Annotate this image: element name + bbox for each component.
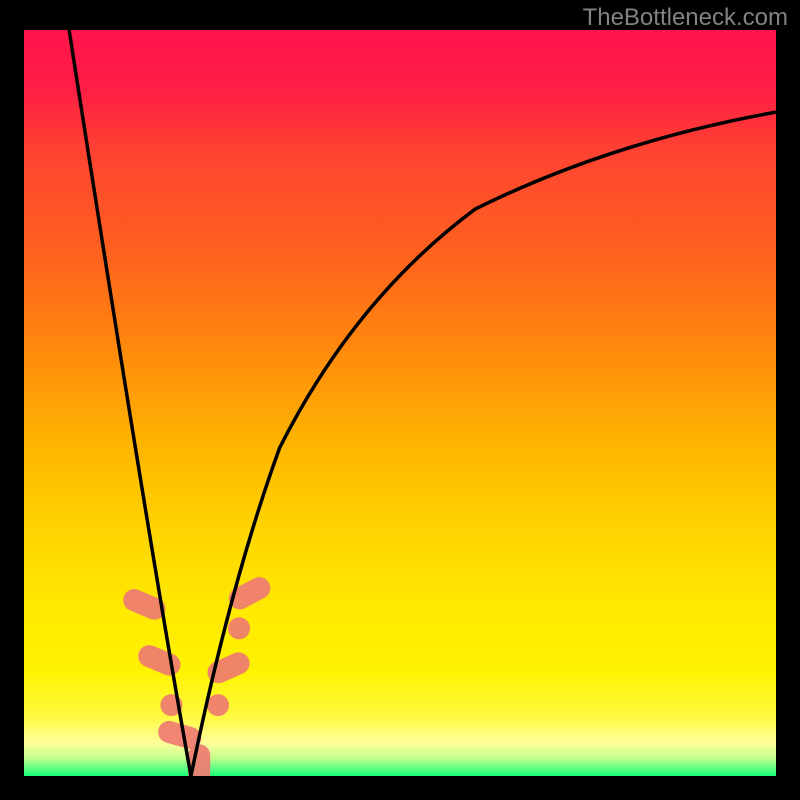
outer-frame: TheBottleneck.com [0, 0, 800, 800]
watermark-text: TheBottleneck.com [583, 4, 788, 32]
chart-svg [24, 30, 776, 776]
chart-background [24, 30, 776, 776]
marker-dot [207, 694, 229, 716]
marker-dot [228, 617, 250, 639]
chart-plot-area [24, 30, 776, 776]
